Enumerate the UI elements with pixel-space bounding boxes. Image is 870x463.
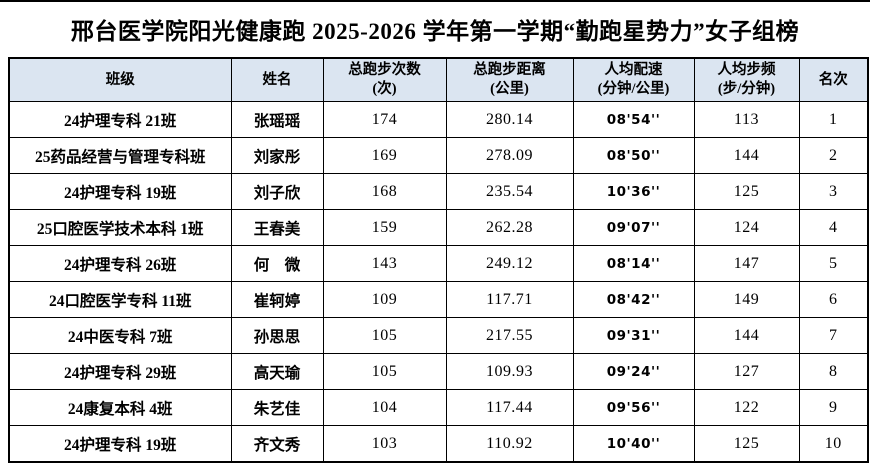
- cell-class: 24口腔医学专科 11班: [8, 281, 232, 318]
- cell-cadence: 127: [693, 353, 800, 390]
- cell-runs: 169: [322, 137, 447, 174]
- cell-class: 24护理专科 19班: [8, 425, 232, 463]
- cell-distance: 117.44: [445, 389, 574, 426]
- table-header-row: 班级 姓名 总跑步次数 (次) 总跑步距离 (公里) 人均配速 (分钟/公里) 人均步…: [8, 57, 869, 102]
- cell-cadence: 122: [693, 389, 800, 426]
- cell-rank: 8: [798, 353, 869, 390]
- cell-distance: 109.93: [445, 353, 574, 390]
- cell-cadence: 149: [693, 281, 800, 318]
- cell-class: 24护理专科 29班: [8, 353, 232, 390]
- cell-class: 24康复本科 4班: [8, 389, 232, 426]
- cell-runs: 159: [322, 209, 447, 246]
- cell-cadence: 147: [693, 245, 800, 282]
- cell-runs: 174: [322, 101, 447, 138]
- cell-distance: 280.14: [445, 101, 574, 138]
- cell-rank: 6: [798, 281, 869, 318]
- header-class: 班级: [8, 57, 232, 102]
- cell-pace: 09'31'': [572, 317, 695, 354]
- cell-runs: 143: [322, 245, 447, 282]
- cell-name: 齐文秀: [230, 425, 324, 463]
- cell-pace: 09'56'': [572, 389, 695, 426]
- cell-runs: 168: [322, 173, 447, 210]
- cell-class: 25口腔医学技术本科 1班: [8, 209, 232, 246]
- table-row: 25口腔医学技术本科 1班 王春美 159 262.28 09'07'' 124…: [8, 209, 869, 246]
- table-row: 25药品经营与管理专科班 刘家彤 169 278.09 08'50'' 144 …: [8, 137, 869, 174]
- cell-name: 刘家彤: [230, 137, 324, 174]
- page-title: 邢台医学院阳光健康跑 2025-2026 学年第一学期“勤跑星势力”女子组榜: [70, 19, 800, 44]
- cell-pace: 09'24'': [572, 353, 695, 390]
- cell-distance: 249.12: [445, 245, 574, 282]
- cell-pace: 08'42'': [572, 281, 695, 318]
- cell-class: 24中医专科 7班: [8, 317, 232, 354]
- table-row: 24护理专科 29班 高天瑜 105 109.93 09'24'' 127 8: [8, 353, 869, 390]
- cell-cadence: 124: [693, 209, 800, 246]
- cell-pace: 08'50'': [572, 137, 695, 174]
- cell-cadence: 125: [693, 173, 800, 210]
- cell-name: 崔轲婷: [230, 281, 324, 318]
- cell-pace: 08'14'': [572, 245, 695, 282]
- cell-name: 朱艺佳: [230, 389, 324, 426]
- header-runs: 总跑步次数 (次): [322, 57, 447, 102]
- cell-distance: 217.55: [445, 317, 574, 354]
- header-rank: 名次: [798, 57, 869, 102]
- cell-pace: 08'54'': [572, 101, 695, 138]
- cell-runs: 104: [322, 389, 447, 426]
- cell-rank: 2: [798, 137, 869, 174]
- cell-rank: 7: [798, 317, 869, 354]
- cell-name: 高天瑜: [230, 353, 324, 390]
- cell-class: 25药品经营与管理专科班: [8, 137, 232, 174]
- cell-cadence: 125: [693, 425, 800, 463]
- top-border-rule: [0, 0, 870, 2]
- cell-pace: 10'36'': [572, 173, 695, 210]
- cell-rank: 5: [798, 245, 869, 282]
- cell-rank: 9: [798, 389, 869, 426]
- header-distance: 总跑步距离 (公里): [445, 57, 574, 102]
- cell-distance: 262.28: [445, 209, 574, 246]
- cell-name: 张瑶瑶: [230, 101, 324, 138]
- cell-runs: 105: [322, 317, 447, 354]
- cell-runs: 109: [322, 281, 447, 318]
- table-row: 24康复本科 4班 朱艺佳 104 117.44 09'56'' 122 9: [8, 389, 869, 426]
- leaderboard-table: 班级 姓名 总跑步次数 (次) 总跑步距离 (公里) 人均配速 (分钟/公里) 人均步…: [8, 57, 869, 463]
- cell-distance: 235.54: [445, 173, 574, 210]
- cell-class: 24护理专科 19班: [8, 173, 232, 210]
- cell-name: 王春美: [230, 209, 324, 246]
- cell-class: 24护理专科 26班: [8, 245, 232, 282]
- cell-class: 24护理专科 21班: [8, 101, 232, 138]
- table-row: 24护理专科 26班 何 微 143 249.12 08'14'' 147 5: [8, 245, 869, 282]
- cell-rank: 1: [798, 101, 869, 138]
- table-row: 24中医专科 7班 孙思思 105 217.55 09'31'' 144 7: [8, 317, 869, 354]
- table-row: 24护理专科 19班 刘子欣 168 235.54 10'36'' 125 3: [8, 173, 869, 210]
- table-row: 24口腔医学专科 11班 崔轲婷 109 117.71 08'42'' 149 …: [8, 281, 869, 318]
- cell-name: 孙思思: [230, 317, 324, 354]
- cell-runs: 105: [322, 353, 447, 390]
- cell-rank: 4: [798, 209, 869, 246]
- cell-name: 刘子欣: [230, 173, 324, 210]
- cell-distance: 117.71: [445, 281, 574, 318]
- cell-cadence: 144: [693, 317, 800, 354]
- table-row: 24护理专科 19班 齐文秀 103 110.92 10'40'' 125 10: [8, 425, 869, 463]
- cell-cadence: 144: [693, 137, 800, 174]
- header-pace: 人均配速 (分钟/公里): [572, 57, 695, 102]
- cell-name: 何 微: [230, 245, 324, 282]
- header-cadence: 人均步频 (步/分钟): [693, 57, 800, 102]
- cell-runs: 103: [322, 425, 447, 463]
- cell-rank: 3: [798, 173, 869, 210]
- table-row: 24护理专科 21班 张瑶瑶 174 280.14 08'54'' 113 1: [8, 101, 869, 138]
- cell-rank: 10: [798, 425, 869, 463]
- cell-pace: 10'40'': [572, 425, 695, 463]
- header-name: 姓名: [230, 57, 324, 102]
- cell-pace: 09'07'': [572, 209, 695, 246]
- cell-distance: 110.92: [445, 425, 574, 463]
- cell-cadence: 113: [693, 101, 800, 138]
- cell-distance: 278.09: [445, 137, 574, 174]
